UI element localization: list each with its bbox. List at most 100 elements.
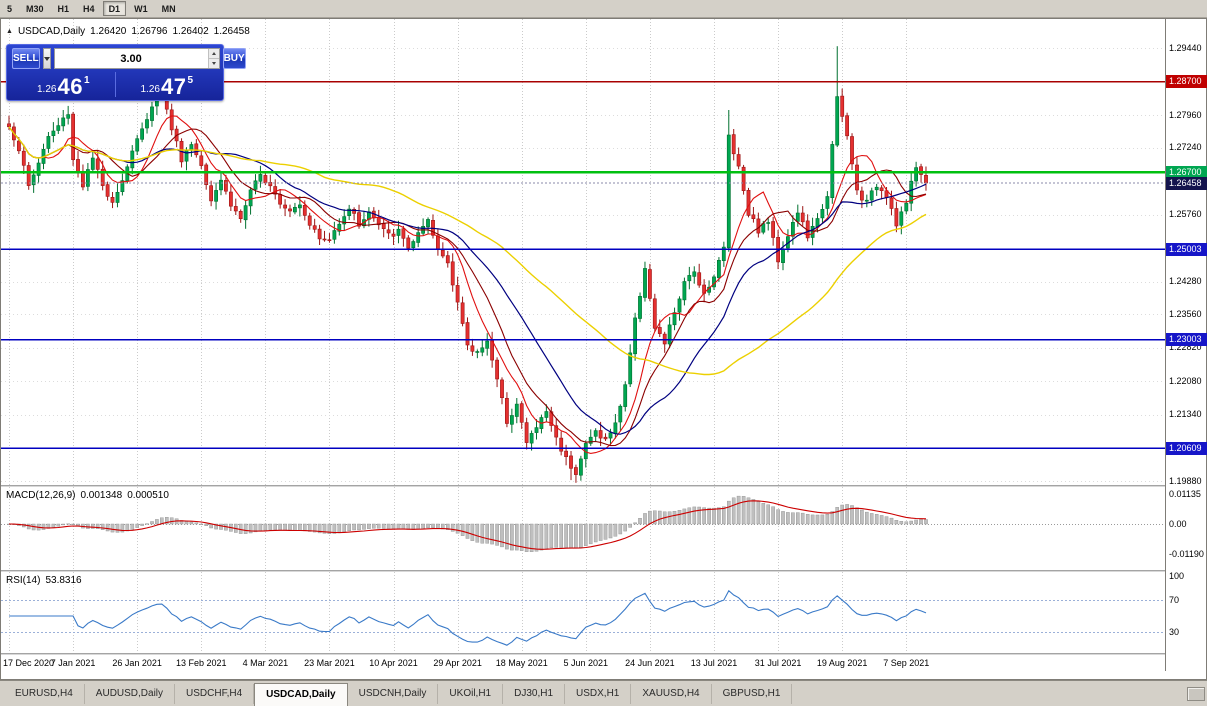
price-level-badge: 1.25003 <box>1166 242 1207 256</box>
rsi-label: RSI(14) 53.8316 <box>6 575 82 586</box>
timeframe-button-h4[interactable]: H4 <box>83 4 95 14</box>
timeframe-button-w1[interactable]: W1 <box>134 4 148 14</box>
price-level-badge: 1.28700 <box>1166 75 1207 88</box>
chevron-down-icon <box>43 56 50 61</box>
price-axis-label: 1.19880 <box>1169 475 1202 486</box>
chart-tab-ukoil[interactable]: UKOil,H1 <box>438 684 504 704</box>
rsi-axis-label: 100 <box>1169 570 1185 581</box>
rsi-line <box>9 589 927 646</box>
date-axis-label: 13 Jul 2021 <box>690 658 738 668</box>
price-axis-label: 1.21340 <box>1169 409 1202 420</box>
chart-tab-usdcad[interactable]: USDCAD,Daily <box>254 683 348 706</box>
bar-open-value: 1.26420 <box>90 26 127 37</box>
macd-name: MACD(12,26,9) <box>6 490 76 501</box>
volume-down-button[interactable] <box>208 58 219 68</box>
price-level-lines[interactable] <box>1 80 1165 449</box>
tab-scroll-grip[interactable] <box>1187 687 1205 701</box>
rsi-axis-label: 70 <box>1169 594 1180 605</box>
rsi-axis-label: 30 <box>1169 626 1180 637</box>
volume-up-button[interactable] <box>208 49 219 58</box>
chart-window: ▲ USDCAD,Daily 1.26420 1.26796 1.26402 1… <box>0 18 1207 680</box>
price-axis-label: 1.22820 <box>1169 342 1202 353</box>
price-axis-label: 1.23560 <box>1169 308 1202 319</box>
macd-axis-label: -0.01190 <box>1169 549 1204 560</box>
sell-price-pipette: 1 <box>83 75 90 86</box>
sell-button[interactable]: SELL <box>12 48 40 69</box>
chart-tab-eurusd[interactable]: EURUSD,H4 <box>4 684 85 704</box>
chart-tab-dj30[interactable]: DJ30,H1 <box>503 684 566 704</box>
sell-price-display[interactable]: 1.26 46 1 <box>12 75 115 98</box>
moving-average-fast-maroon <box>8 126 927 447</box>
volume-input[interactable] <box>54 49 208 68</box>
date-axis-label: 10 Apr 2021 <box>369 658 418 668</box>
chart-tab-bar: EURUSD,H4 AUDUSD,Daily USDCHF,H4 USDCAD,Dai… <box>0 680 1207 706</box>
chart-tab-usdcnh[interactable]: USDCNH,Daily <box>348 684 439 704</box>
volume-dropdown-button[interactable] <box>42 48 51 69</box>
macd-indicator-plot[interactable] <box>1 487 1165 570</box>
chart-tab-gbpusd[interactable]: GBPUSD,H1 <box>712 684 793 704</box>
main-chart-plot[interactable] <box>1 19 1165 485</box>
price-axis-label: 1.27240 <box>1169 142 1202 153</box>
macd-axis-label: 0.00 <box>1169 518 1187 529</box>
timeframe-button-mn[interactable]: MN <box>161 4 176 14</box>
panel-separator[interactable] <box>1 485 1206 487</box>
macd-label: MACD(12,26,9) 0.001348 0.000510 <box>6 490 169 501</box>
bar-low-value: 1.26402 <box>172 26 209 37</box>
price-level-badge: 1.23003 <box>1166 333 1207 346</box>
panel-separator[interactable] <box>1 570 1206 572</box>
date-axis-label: 13 Feb 2021 <box>175 658 227 668</box>
macd-signal-line <box>8 500 927 550</box>
date-axis-label: 18 May 2021 <box>495 658 548 668</box>
instrument-marker-icon: ▲ <box>6 27 13 35</box>
macd-signal-value: 0.000510 <box>127 490 169 501</box>
chart-ohlc-title: ▲ USDCAD,Daily 1.26420 1.26796 1.26402 1… <box>6 26 250 37</box>
moving-average-mid-navy <box>8 126 927 435</box>
chart-tab-xauusd[interactable]: XAUUSD,H4 <box>631 684 712 704</box>
date-axis-label: 26 Jan 2021 <box>112 658 162 668</box>
rsi-value: 53.8316 <box>45 575 82 586</box>
sell-price-prefix: 1.26 <box>36 84 57 95</box>
volume-spinner <box>207 49 219 68</box>
price-axis-label: 1.25760 <box>1169 209 1202 220</box>
time-axis[interactable]: 17 Dec 2020 7 Jan 2021 26 Jan 2021 13 Feb 2… <box>1 655 1165 672</box>
date-axis-label: 19 Aug 2021 <box>816 658 868 668</box>
bid-price-badge: 1.26458 <box>1166 176 1207 190</box>
buy-button[interactable]: BUY <box>222 48 246 69</box>
timeframe-button-5[interactable]: 5 <box>7 4 13 14</box>
chart-tab-usdx[interactable]: USDX,H1 <box>565 684 632 704</box>
date-axis-label: 5 Jun 2021 <box>563 658 609 668</box>
price-axis[interactable]: 1.29440 1.27960 1.27240 1.25760 1.24280 1.235… <box>1165 19 1207 671</box>
bar-high-value: 1.26796 <box>131 26 168 37</box>
panel-separator <box>1 653 1206 655</box>
sell-price-big-digits: 46 <box>57 74 83 99</box>
macd-main-value: 0.001348 <box>80 490 123 501</box>
date-axis-label: 24 Jun 2021 <box>625 658 675 668</box>
one-click-trading-panel: SELL BUY 1.26 46 1 <box>6 44 246 101</box>
bar-close-value: 1.26458 <box>213 26 250 37</box>
moving-average-slow-yellow <box>8 126 927 376</box>
chart-tab-usdchf[interactable]: USDCHF,H4 <box>175 684 255 704</box>
chart-tab-audusd[interactable]: AUDUSD,Daily <box>85 684 176 704</box>
chevron-up-icon <box>211 52 216 55</box>
macd-histogram <box>7 495 928 552</box>
price-axis-label: 1.22080 <box>1169 375 1202 386</box>
timeframe-button-d1[interactable]: D1 <box>102 1 127 16</box>
candlestick-series <box>7 46 928 483</box>
date-axis-label: 29 Apr 2021 <box>433 658 482 668</box>
price-level-badge: 1.20609 <box>1166 441 1207 455</box>
buy-price-display[interactable]: 1.26 47 5 <box>116 75 219 98</box>
timeframe-button-m30[interactable]: M30 <box>26 4 44 14</box>
chevron-down-icon <box>211 62 216 65</box>
buy-price-pipette: 5 <box>187 75 193 86</box>
price-axis-label: 1.27960 <box>1169 109 1202 120</box>
timeframe-toolbar: 5 M30 H1 H4 D1 W1 MN <box>0 0 1207 18</box>
date-axis-label: 17 Dec 2020 <box>3 658 55 668</box>
macd-axis-label: 0.01135 <box>1169 489 1201 499</box>
rsi-indicator-plot[interactable] <box>1 572 1165 653</box>
timeframe-button-h1[interactable]: H1 <box>57 4 70 14</box>
buy-price-big-digits: 47 <box>160 74 187 99</box>
date-axis-label: 4 Mar 2021 <box>242 658 289 668</box>
price-divider <box>114 72 116 97</box>
date-axis-label: 7 Sep 2021 <box>883 658 930 668</box>
date-axis-label: 7 Jan 2021 <box>50 658 96 668</box>
